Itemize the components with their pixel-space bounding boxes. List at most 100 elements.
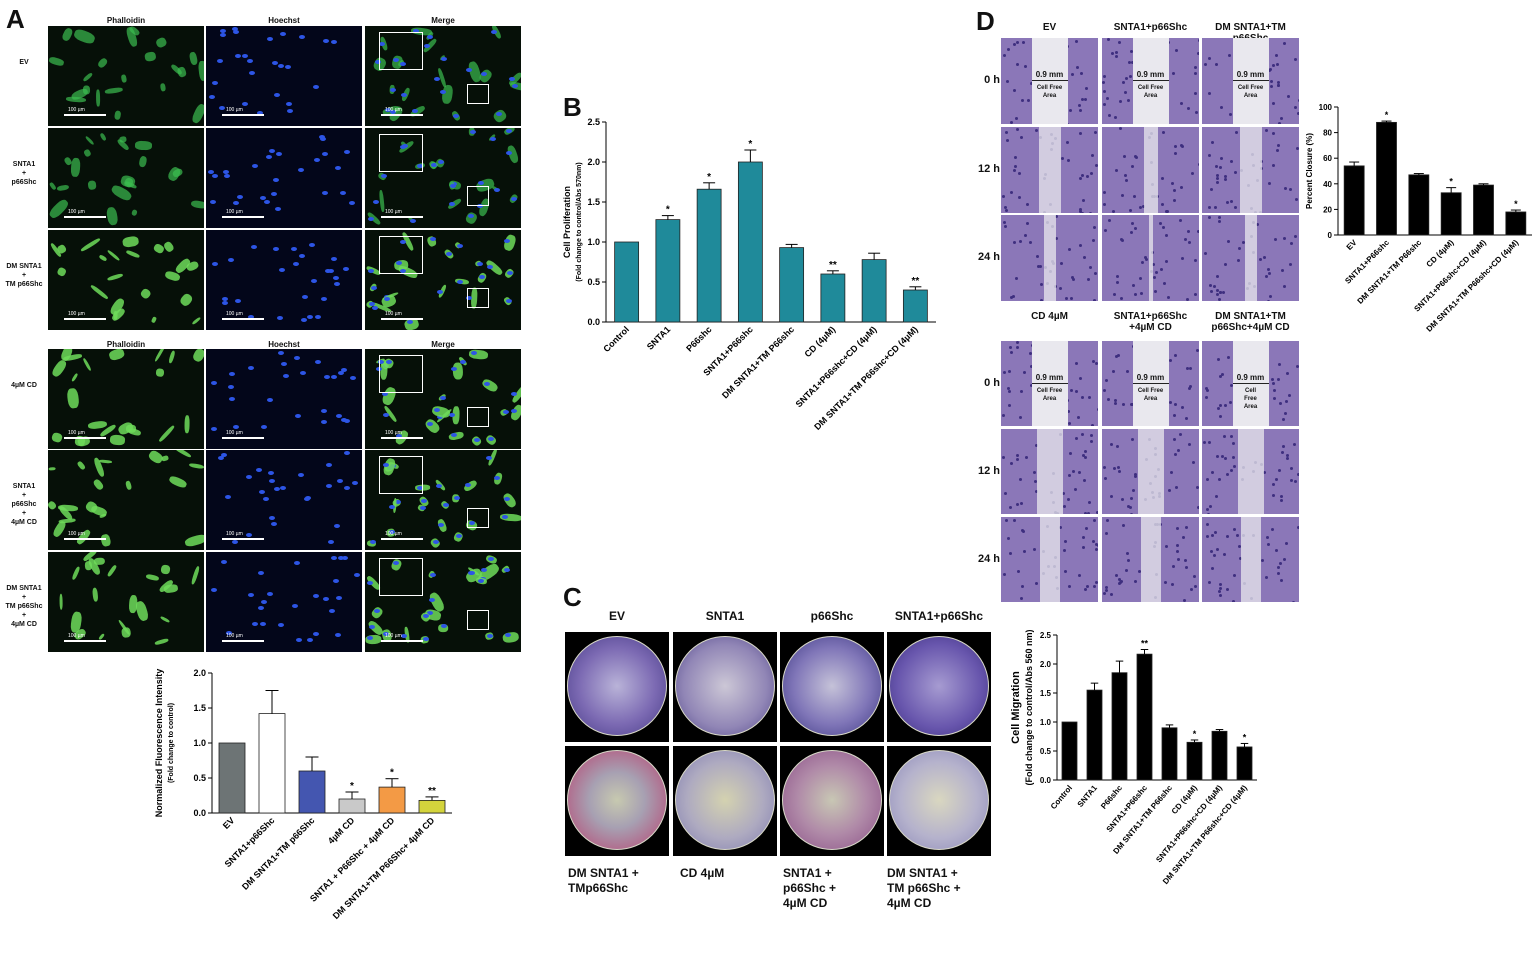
cell-nucleus <box>263 200 270 205</box>
cell-actin <box>161 454 169 462</box>
significance-mark: * <box>707 172 711 183</box>
scale-bar-label: 100 µm <box>385 633 402 639</box>
cell-nucleus <box>272 60 279 65</box>
cell-dot <box>1272 381 1276 385</box>
cell-nucleus <box>441 623 448 628</box>
wound-image: 0.9 mm Cell Free Area <box>1001 341 1098 426</box>
micrograph: 100 µm <box>206 128 362 228</box>
cell-actin <box>160 615 171 623</box>
cell-nucleus <box>208 169 214 174</box>
micrograph: 100 µm <box>48 230 204 330</box>
cell-dot <box>1117 469 1121 473</box>
cell-dot <box>1013 89 1017 93</box>
cell-actin <box>137 155 148 169</box>
panel-label-a: A <box>6 4 25 34</box>
y-tick-label: 0.5 <box>193 773 206 783</box>
cell-dot <box>1134 227 1138 231</box>
cell-dot <box>1019 597 1023 601</box>
cell-dot <box>1193 292 1197 296</box>
cell-dot <box>1273 237 1277 241</box>
cell-nucleus <box>259 490 266 495</box>
cell-nucleus <box>343 485 350 490</box>
scale-bar <box>64 538 106 540</box>
cell-dot <box>1035 581 1039 585</box>
cell-dot <box>1287 94 1291 98</box>
dish-well <box>675 750 775 850</box>
cell-nucleus <box>390 109 397 114</box>
cell-dot <box>1193 72 1197 76</box>
cell-nucleus <box>320 419 327 424</box>
significance-mark: ** <box>829 260 837 271</box>
cell-dot <box>1296 472 1299 476</box>
cell-nucleus <box>301 294 308 299</box>
cell-nucleus <box>276 315 283 320</box>
cell-actin <box>95 89 100 107</box>
cell-nucleus <box>266 36 273 41</box>
column-header: Merge <box>431 340 455 349</box>
cell-dot <box>1003 205 1007 209</box>
cell-dot <box>1213 205 1217 209</box>
cell-dot <box>1120 498 1124 502</box>
cell-dot <box>1264 129 1268 133</box>
cell-nucleus <box>219 106 226 111</box>
cell-dot <box>1211 567 1215 571</box>
cell-dot <box>1019 239 1022 243</box>
cell-nucleus <box>399 269 406 274</box>
cell-nucleus <box>328 608 335 613</box>
cell-dot <box>1219 166 1223 170</box>
cell-nucleus <box>292 261 299 266</box>
cell-dot <box>1087 278 1091 282</box>
cell-dot <box>1096 510 1098 514</box>
cell-dot <box>1294 197 1298 201</box>
cell-dot <box>1182 599 1186 602</box>
cell-nucleus <box>465 68 472 73</box>
cell-nucleus <box>294 413 301 418</box>
cell-dot <box>1106 398 1110 402</box>
cell-dot <box>1102 75 1106 79</box>
cell-nucleus <box>484 381 491 386</box>
cell-dot <box>1276 149 1280 153</box>
micrograph: 100 µm <box>48 349 204 449</box>
column-header: Hoechst <box>268 340 300 349</box>
cell-dot <box>1062 505 1066 509</box>
cell-nucleus <box>312 594 319 599</box>
cell-nucleus <box>298 253 305 258</box>
cell-actin <box>189 51 199 66</box>
cell-nucleus <box>382 632 389 637</box>
cell-dot <box>1268 182 1272 186</box>
x-tick-label: CD (4µM) <box>1425 238 1456 269</box>
cell-nucleus <box>275 206 282 211</box>
significance-mark: * <box>1385 110 1389 120</box>
cell-dot <box>1037 264 1041 268</box>
cell-dot <box>1077 470 1081 474</box>
cell-dot <box>1125 76 1129 80</box>
cell-dot <box>1079 244 1083 248</box>
cell-dot <box>1014 164 1018 168</box>
wound-column-header: DM SNTA1+TM p66Shc+4µM CD <box>1211 311 1290 333</box>
cell-nucleus <box>503 409 510 414</box>
cell-nucleus <box>438 522 445 527</box>
cell-dot <box>1278 402 1282 406</box>
cell-nucleus <box>334 632 341 637</box>
dish-well <box>567 636 667 736</box>
dish-label: p66Shc <box>810 609 854 623</box>
cell-nucleus <box>299 34 306 39</box>
wound-image: 0.9 mm Cell Free Area <box>1102 38 1199 124</box>
cell-dot <box>1021 530 1025 534</box>
scale-bar <box>222 640 264 642</box>
gap-width-label: 0.9 mm <box>1136 373 1165 382</box>
significance-mark: ** <box>911 276 919 287</box>
scale-bar-label: 100 µm <box>385 209 402 215</box>
cell-dot <box>1279 116 1283 120</box>
cell-dot <box>1214 531 1218 535</box>
cell-free-gap <box>1038 127 1061 213</box>
cell-nucleus <box>419 506 426 511</box>
cell-dot <box>1091 154 1095 158</box>
cell-dot <box>1213 285 1217 289</box>
cell-dot <box>1020 501 1024 505</box>
cell-dot <box>1271 377 1275 381</box>
cell-dot <box>1271 163 1275 167</box>
cell-dot <box>1075 65 1079 69</box>
cell-dot <box>1095 163 1098 167</box>
cell-nucleus <box>383 297 390 302</box>
